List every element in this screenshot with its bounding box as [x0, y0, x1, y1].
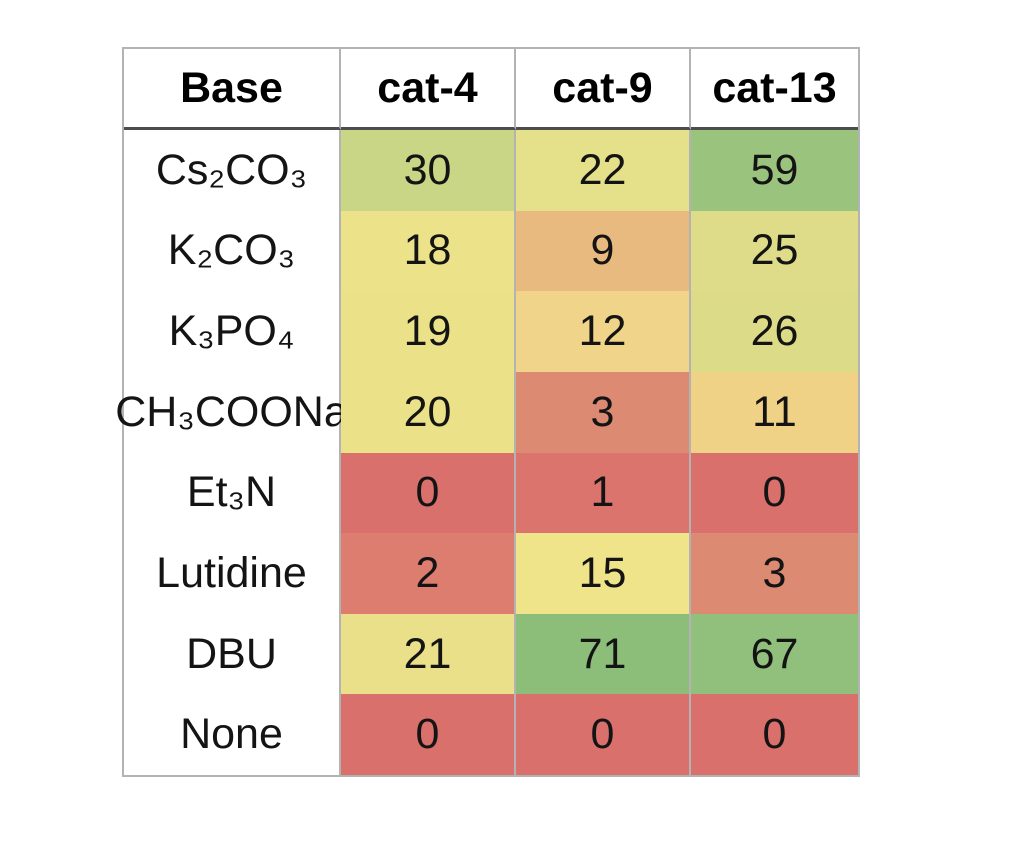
- heatmap-cell: 21: [341, 613, 516, 695]
- row-label-lutidine: Lutidine: [124, 533, 341, 614]
- column-header-base: Base: [124, 49, 341, 130]
- row-label-k3po4: K₃PO₄: [124, 291, 341, 372]
- column-header-cat-4: cat-4: [341, 49, 516, 130]
- heatmap-cell: 19: [341, 291, 516, 372]
- heatmap-cell: 26: [691, 291, 858, 372]
- row-label-cs2co3: Cs₂CO₃: [124, 130, 341, 211]
- row-label-et3n: Et₃N: [124, 452, 341, 534]
- heatmap-cell: 18: [341, 210, 516, 292]
- heatmap-cell: 1: [516, 452, 691, 534]
- heatmap-cell: 0: [341, 694, 516, 775]
- heatmap-cell: 30: [341, 130, 516, 211]
- heatmap-cell: 0: [691, 694, 858, 775]
- column-header-cat-13: cat-13: [691, 49, 858, 130]
- column-header-cat-9: cat-9: [516, 49, 691, 130]
- heatmap-cell: 25: [691, 210, 858, 292]
- heatmap-cell: 71: [516, 613, 691, 695]
- heatmap-cell: 3: [691, 533, 858, 614]
- row-label-dbu: DBU: [124, 613, 341, 695]
- heatmap-cell: 11: [691, 371, 858, 453]
- heatmap-cell: 2: [341, 533, 516, 614]
- heatmap-cell: 0: [691, 452, 858, 534]
- heatmap-cell: 0: [516, 694, 691, 775]
- row-label-k2co3: K₂CO₃: [124, 210, 341, 292]
- row-label-none: None: [124, 694, 341, 775]
- heatmap-cell: 9: [516, 210, 691, 292]
- heatmap-table: Base cat-4 cat-9 cat-13 Cs₂CO₃ 30 22 59 …: [115, 47, 860, 777]
- heatmap-cell: 59: [691, 130, 858, 211]
- heatmap-cell: 15: [516, 533, 691, 614]
- heatmap-cell: 22: [516, 130, 691, 211]
- heatmap-cell: 67: [691, 613, 858, 695]
- heatmap-cell: 20: [341, 371, 516, 453]
- heatmap-cell: 3: [516, 371, 691, 453]
- heatmap-cell: 12: [516, 291, 691, 372]
- heatmap-cell: 0: [341, 452, 516, 534]
- row-label-ch3coona: CH₃COONa: [115, 371, 348, 453]
